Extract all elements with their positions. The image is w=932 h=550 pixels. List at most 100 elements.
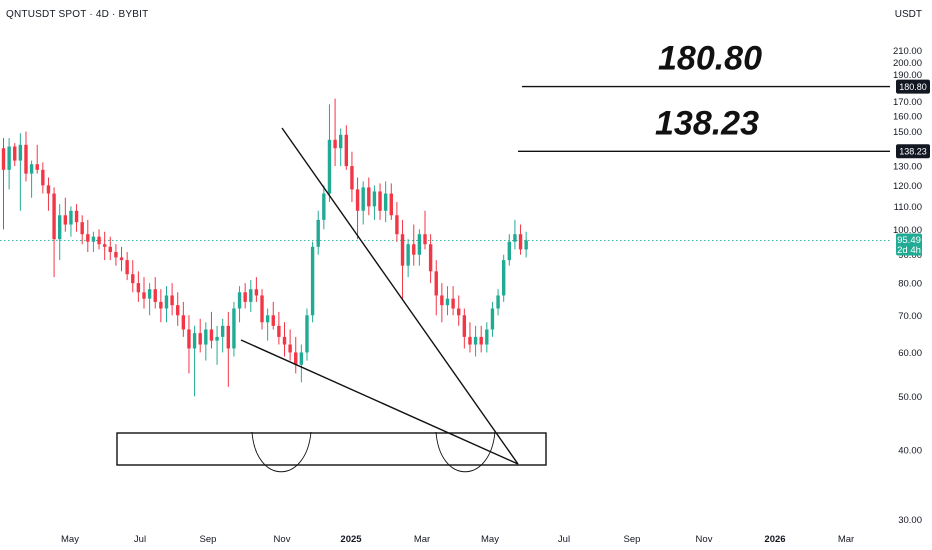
candle[interactable] — [265, 308, 270, 341]
candle[interactable] — [176, 292, 180, 326]
candle[interactable] — [367, 177, 371, 216]
candle[interactable] — [74, 204, 79, 232]
candle[interactable] — [249, 280, 253, 312]
candle[interactable] — [395, 202, 399, 242]
candle[interactable] — [119, 246, 124, 272]
candle[interactable] — [316, 210, 320, 255]
candle[interactable] — [445, 286, 450, 316]
candle[interactable] — [327, 104, 332, 203]
candle[interactable] — [254, 277, 259, 302]
candle[interactable] — [428, 234, 433, 284]
candle[interactable] — [204, 322, 208, 361]
candle[interactable] — [41, 162, 45, 194]
candle[interactable] — [232, 301, 236, 357]
candle[interactable] — [86, 219, 90, 253]
candle[interactable] — [102, 231, 107, 261]
candle[interactable] — [451, 286, 455, 316]
candle[interactable] — [108, 236, 112, 261]
candle[interactable] — [479, 325, 483, 353]
candle[interactable] — [142, 277, 146, 309]
candle[interactable] — [440, 283, 444, 323]
candle[interactable] — [7, 138, 11, 190]
candle[interactable] — [412, 224, 416, 266]
candle[interactable] — [485, 322, 489, 353]
candle[interactable] — [372, 185, 377, 220]
candle[interactable] — [237, 286, 242, 323]
candle[interactable] — [209, 311, 214, 349]
candle[interactable] — [220, 318, 225, 353]
candle[interactable] — [215, 325, 219, 365]
candle[interactable] — [406, 239, 410, 278]
candle[interactable] — [198, 318, 202, 353]
candle[interactable] — [153, 277, 157, 309]
target-level[interactable]: 138.23 138.23 — [518, 104, 930, 159]
candle[interactable] — [299, 344, 304, 383]
candle[interactable] — [125, 252, 129, 281]
candle[interactable] — [305, 308, 309, 361]
candle[interactable] — [513, 219, 517, 250]
candle[interactable] — [507, 234, 511, 266]
candle[interactable] — [417, 229, 422, 266]
candle[interactable] — [63, 197, 68, 232]
candle[interactable] — [310, 241, 315, 323]
candle[interactable] — [389, 183, 393, 220]
candle[interactable] — [350, 151, 354, 203]
candle[interactable] — [339, 128, 343, 167]
candle[interactable] — [91, 231, 96, 253]
candle[interactable] — [58, 204, 62, 261]
candle[interactable] — [473, 325, 478, 357]
candle[interactable] — [423, 210, 427, 250]
candle[interactable] — [35, 144, 39, 174]
candle[interactable] — [147, 283, 152, 316]
candle[interactable] — [18, 133, 23, 211]
candle[interactable] — [361, 181, 365, 225]
candle[interactable] — [383, 181, 388, 223]
candle[interactable] — [468, 322, 472, 353]
candle[interactable] — [29, 160, 34, 198]
candle[interactable] — [434, 260, 438, 316]
candle[interactable] — [131, 260, 135, 293]
candle[interactable] — [333, 98, 337, 167]
candle[interactable] — [490, 301, 495, 337]
candle[interactable] — [181, 301, 186, 337]
wedge-lower-trendline[interactable] — [240, 339, 519, 465]
candle[interactable] — [187, 315, 191, 374]
candle[interactable] — [378, 183, 382, 220]
candle[interactable] — [170, 283, 174, 316]
rounded-bottom-arc[interactable] — [251, 431, 312, 472]
candle[interactable] — [69, 206, 73, 237]
candle[interactable] — [457, 295, 461, 326]
candle[interactable] — [400, 219, 405, 299]
candle[interactable] — [46, 177, 51, 211]
candle[interactable] — [524, 231, 528, 258]
candle[interactable] — [288, 329, 292, 361]
target-level[interactable]: 180.80 180.80 — [522, 40, 930, 94]
candle[interactable] — [192, 325, 197, 397]
candle[interactable] — [271, 301, 275, 330]
candle[interactable] — [136, 271, 141, 302]
candle[interactable] — [226, 311, 230, 387]
candle[interactable] — [260, 289, 264, 330]
candle[interactable] — [114, 244, 118, 266]
candle[interactable] — [344, 125, 349, 170]
candle[interactable] — [164, 286, 169, 323]
candle[interactable] — [52, 187, 56, 278]
candle[interactable] — [294, 336, 298, 374]
candle[interactable] — [282, 322, 287, 357]
candle[interactable] — [97, 229, 101, 250]
candle[interactable] — [80, 215, 84, 245]
candle[interactable] — [159, 289, 163, 323]
wedge-upper-trendline[interactable] — [281, 127, 519, 465]
candle[interactable] — [355, 177, 360, 240]
support-zone-box[interactable] — [116, 432, 547, 466]
candle[interactable] — [1, 138, 6, 230]
candle[interactable] — [322, 185, 326, 230]
candle[interactable] — [496, 289, 500, 316]
candle[interactable] — [24, 131, 28, 182]
candle[interactable] — [277, 311, 281, 345]
candle[interactable] — [13, 143, 17, 167]
candle[interactable] — [501, 254, 506, 302]
candle[interactable] — [518, 224, 523, 255]
candle[interactable] — [462, 308, 467, 349]
